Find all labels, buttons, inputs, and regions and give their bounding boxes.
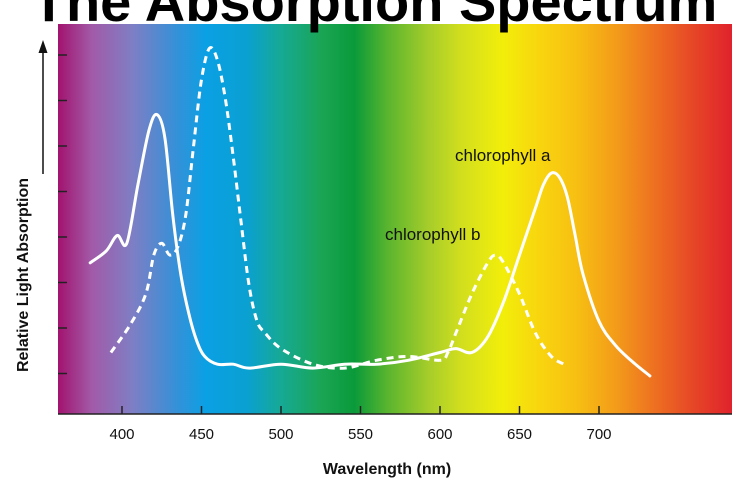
series-line-chlorophyll-a — [88, 112, 652, 378]
x-tick-label: 550 — [348, 426, 373, 443]
x-axis-ticks: 400 450 500 550 600 650 700 — [109, 406, 612, 443]
y-axis-ticks — [58, 54, 67, 375]
x-tick-label: 400 — [109, 426, 134, 443]
y-axis-arrow — [38, 40, 48, 174]
series-label-chlorophyll-b: chlorophyll b — [385, 225, 480, 244]
x-axis-label: Wavelength (nm) — [323, 461, 451, 478]
series-line-chlorophyll-b — [109, 46, 565, 370]
x-tick-label: 600 — [427, 426, 452, 443]
chart-title: The Absorption Spectrum — [31, 0, 718, 33]
x-tick-label: 700 — [586, 426, 611, 443]
x-tick-label: 500 — [268, 426, 293, 443]
series-label-chlorophyll-a: chlorophyll a — [455, 146, 551, 165]
x-tick-label: 650 — [507, 426, 532, 443]
spectrum-background — [58, 24, 732, 414]
x-tick-label: 450 — [189, 426, 214, 443]
y-axis-label: Relative Light Absorption — [15, 178, 32, 372]
